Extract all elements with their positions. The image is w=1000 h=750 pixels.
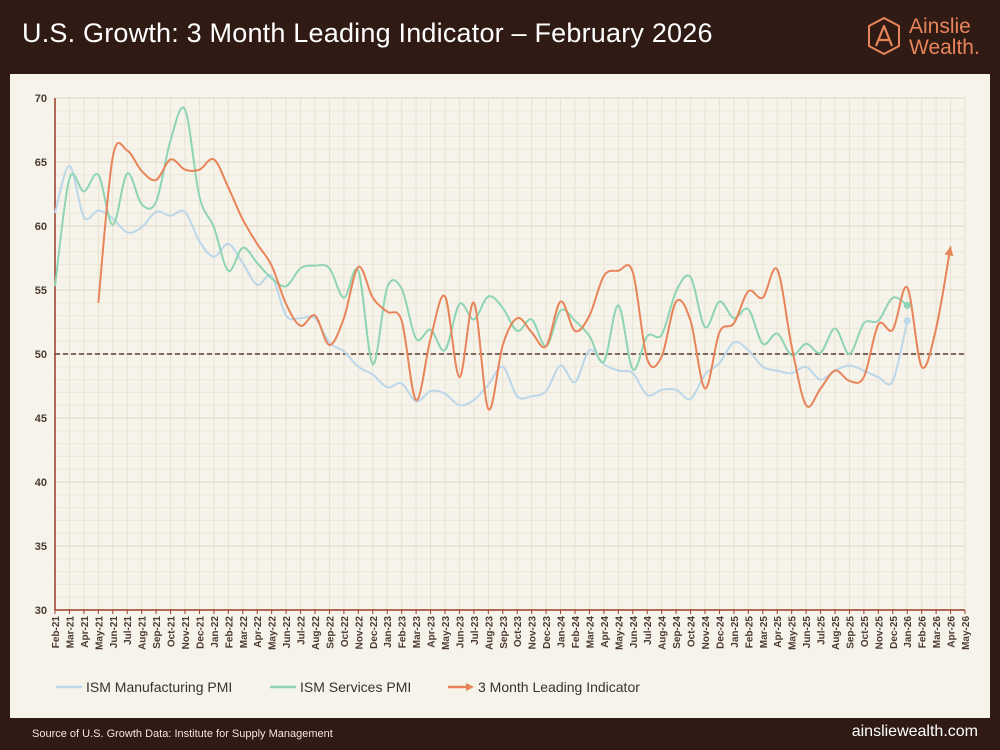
x-tick-label: Jun-25 (802, 616, 813, 649)
x-tick-label: Oct-25 (860, 616, 871, 648)
x-tick-label: Oct-21 (167, 616, 178, 648)
x-tick-label: Jun-22 (282, 616, 293, 649)
y-tick-label: 50 (35, 349, 47, 361)
x-tick-label: Nov-22 (354, 616, 365, 650)
x-tick-label: Nov-21 (181, 616, 192, 650)
x-tick-label: Apr-26 (947, 616, 958, 648)
y-tick-label: 65 (35, 157, 47, 169)
x-tick-label: Dec-25 (889, 616, 900, 649)
chart-title: U.S. Growth: 3 Month Leading Indicator –… (22, 18, 713, 48)
x-tick-label: Feb-26 (918, 616, 929, 649)
x-tick-label: Nov-24 (701, 616, 712, 650)
legend-label-services: ISM Services PMI (300, 679, 412, 695)
x-tick-label: Jan-22 (210, 616, 221, 648)
y-tick-label: 30 (35, 605, 47, 617)
x-tick-label: Feb-25 (744, 616, 755, 649)
x-tick-label: Jul-22 (297, 616, 308, 645)
series-line-manufacturing (54, 164, 909, 407)
series-line-services (54, 106, 908, 371)
x-tick-label: May-22 (268, 616, 279, 650)
x-tick-label: May-24 (614, 616, 625, 650)
x-tick-label: Sep-25 (845, 616, 856, 649)
x-tick-label: Oct-22 (340, 616, 351, 648)
x-tick-label: May-26 (961, 616, 972, 650)
legend-line-services-icon (270, 685, 296, 689)
x-tick-label: Sep-23 (499, 616, 510, 649)
y-tick-label: 60 (35, 221, 47, 233)
legend-line-manufacturing-icon (56, 685, 82, 689)
endpoint-marker (903, 317, 911, 325)
x-tick-label: Oct-24 (687, 616, 698, 648)
x-tick-label: Mar-24 (585, 616, 596, 649)
x-tick-label: Jun-21 (109, 616, 120, 649)
x-tick-label: Aug-23 (484, 616, 495, 650)
x-tick-label: Feb-22 (224, 616, 235, 649)
x-tick-label: May-21 (94, 616, 105, 650)
series-line-leading (97, 142, 952, 411)
logo-text-line1: Ainslie (909, 15, 971, 38)
x-tick-label: Jul-23 (470, 616, 481, 645)
x-tick-label: Aug-25 (831, 616, 842, 650)
x-tick-label: Jul-25 (817, 616, 828, 645)
y-tick-label: 35 (35, 541, 47, 553)
x-tick-label: Apr-23 (427, 616, 438, 648)
x-tick-label: Jan-25 (730, 616, 741, 648)
x-tick-label: Jun-24 (629, 616, 640, 649)
x-tick-label: Jan-26 (903, 616, 914, 648)
x-tick-label: Dec-23 (542, 616, 553, 649)
x-tick-label: May-23 (441, 616, 452, 650)
x-tick-label: Jan-24 (557, 616, 568, 648)
y-tick-label: 55 (35, 285, 47, 297)
x-tick-label: Mar-26 (932, 616, 943, 649)
x-tick-label: Apr-21 (80, 616, 91, 648)
x-tick-label: Mar-25 (759, 616, 770, 649)
x-tick-label: Feb-21 (51, 616, 62, 649)
endpoint-marker (903, 301, 911, 309)
legend-label-manufacturing: ISM Manufacturing PMI (86, 679, 233, 695)
x-tick-label: Jun-23 (455, 616, 466, 649)
x-tick-label: Aug-24 (658, 616, 669, 650)
x-tick-label: Jul-24 (643, 616, 654, 645)
x-tick-label: Feb-24 (571, 616, 582, 649)
y-tick-label: 70 (35, 93, 47, 105)
x-tick-label: Oct-23 (513, 616, 524, 648)
x-tick-label: Apr-25 (773, 616, 784, 648)
source-note: Source of U.S. Growth Data: Institute fo… (32, 728, 333, 740)
x-tick-label: Jan-23 (383, 616, 394, 648)
x-tick-label: Apr-22 (253, 616, 264, 648)
x-tick-label: Aug-21 (138, 616, 149, 650)
x-tick-label: Mar-23 (412, 616, 423, 649)
x-tick-label: Jul-21 (123, 616, 134, 645)
brand-logo: Ainslie Wealth. (866, 14, 986, 62)
website-link[interactable]: ainsliewealth.com (851, 723, 978, 740)
x-tick-label: Nov-23 (528, 616, 539, 650)
y-tick-label: 45 (35, 413, 47, 425)
legend-label-leading: 3 Month Leading Indicator (478, 679, 640, 695)
logo-text-line2: Wealth. (909, 36, 980, 59)
legend-arrow-leading-icon (448, 683, 474, 691)
x-tick-label: Apr-24 (600, 616, 611, 648)
x-tick-label: Sep-21 (152, 616, 163, 649)
x-tick-label: Dec-22 (369, 616, 380, 649)
x-tick-label: Aug-22 (311, 616, 322, 650)
y-tick-label: 40 (35, 477, 47, 489)
x-tick-label: Nov-25 (874, 616, 885, 650)
x-tick-label: Mar-21 (65, 616, 76, 649)
x-tick-label: May-25 (788, 616, 799, 650)
x-tick-label: Dec-21 (195, 616, 206, 649)
chart-panel: 30 35 40 45 50 55 60 65 70 Feb-21 Mar-21 Apr-21 May-… (10, 74, 990, 718)
projection-arrowhead (944, 246, 954, 257)
x-tick-label: Sep-22 (325, 616, 336, 649)
x-tick-label: Dec-24 (715, 616, 726, 649)
ainslie-a-logo-icon (868, 16, 900, 56)
x-tick-label: Mar-22 (239, 616, 250, 649)
x-tick-label: Feb-23 (398, 616, 409, 649)
x-tick-label: Sep-24 (672, 616, 683, 649)
